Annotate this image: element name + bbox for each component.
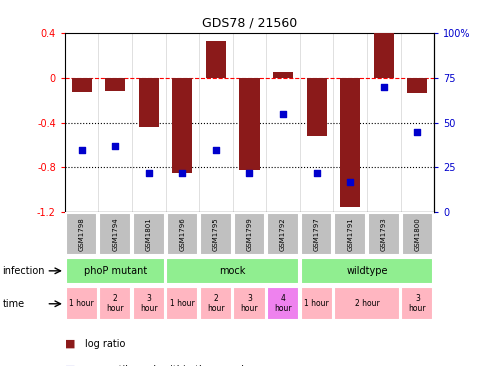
Bar xyxy=(166,258,299,284)
Bar xyxy=(200,287,232,320)
Text: 3
hour: 3 hour xyxy=(140,294,158,314)
Text: GSM1799: GSM1799 xyxy=(247,217,252,251)
Bar xyxy=(65,287,98,320)
Bar xyxy=(401,287,434,320)
Text: 1 hour: 1 hour xyxy=(69,299,94,308)
Point xyxy=(413,129,421,135)
Text: GSM1796: GSM1796 xyxy=(179,217,185,251)
Point xyxy=(346,179,354,185)
Text: phoP mutant: phoP mutant xyxy=(84,266,147,276)
Bar xyxy=(340,78,360,207)
Text: wildtype: wildtype xyxy=(346,266,388,276)
Bar xyxy=(306,78,327,136)
Text: GSM1791: GSM1791 xyxy=(347,217,353,251)
Text: log ratio: log ratio xyxy=(85,339,125,349)
Text: GSM1797: GSM1797 xyxy=(314,217,320,251)
Text: GSM1800: GSM1800 xyxy=(414,217,420,251)
Text: 2 hour: 2 hour xyxy=(355,299,379,308)
Point xyxy=(111,143,119,149)
Text: infection: infection xyxy=(2,266,45,276)
Bar xyxy=(267,287,299,320)
Text: 2
hour: 2 hour xyxy=(207,294,225,314)
Bar xyxy=(105,78,125,91)
Bar xyxy=(267,213,299,255)
Text: 1 hour: 1 hour xyxy=(170,299,195,308)
Text: mock: mock xyxy=(220,266,246,276)
Bar xyxy=(300,258,434,284)
Bar xyxy=(334,213,366,255)
Text: 3
hour: 3 hour xyxy=(241,294,258,314)
Bar xyxy=(301,213,332,255)
Text: 4
hour: 4 hour xyxy=(274,294,292,314)
Bar xyxy=(334,287,400,320)
Text: GSM1801: GSM1801 xyxy=(146,217,152,251)
Point xyxy=(178,170,186,176)
Bar xyxy=(167,213,198,255)
Text: GSM1795: GSM1795 xyxy=(213,217,219,251)
Point xyxy=(212,147,220,153)
Bar xyxy=(374,33,394,78)
Bar xyxy=(133,287,165,320)
Text: GSM1792: GSM1792 xyxy=(280,217,286,251)
Bar xyxy=(240,78,259,170)
Bar xyxy=(200,213,232,255)
Text: time: time xyxy=(2,299,24,309)
Bar xyxy=(166,287,199,320)
Point xyxy=(145,170,153,176)
Bar xyxy=(99,287,131,320)
Text: percentile rank within the sample: percentile rank within the sample xyxy=(85,365,250,366)
Bar xyxy=(99,213,131,255)
Text: 3
hour: 3 hour xyxy=(409,294,426,314)
Bar xyxy=(234,287,265,320)
Bar xyxy=(368,213,400,255)
Bar xyxy=(172,78,193,173)
Point xyxy=(279,111,287,117)
Bar xyxy=(407,78,428,93)
Bar xyxy=(206,41,226,78)
Point xyxy=(313,170,321,176)
Point xyxy=(246,170,253,176)
Text: GSM1798: GSM1798 xyxy=(79,217,85,251)
Point xyxy=(78,147,86,153)
Point xyxy=(380,84,388,90)
Text: GDS78 / 21560: GDS78 / 21560 xyxy=(202,16,297,29)
Bar xyxy=(273,72,293,78)
Text: ■: ■ xyxy=(65,365,75,366)
Bar xyxy=(139,78,159,127)
Text: GSM1793: GSM1793 xyxy=(381,217,387,251)
Bar xyxy=(402,213,433,255)
Bar xyxy=(71,78,92,92)
Bar xyxy=(234,213,265,255)
Bar xyxy=(66,213,97,255)
Text: 1 hour: 1 hour xyxy=(304,299,329,308)
Text: ■: ■ xyxy=(65,339,75,349)
Text: GSM1794: GSM1794 xyxy=(112,217,118,251)
Text: 2
hour: 2 hour xyxy=(106,294,124,314)
Bar xyxy=(133,213,165,255)
Bar xyxy=(65,258,165,284)
Bar xyxy=(300,287,333,320)
